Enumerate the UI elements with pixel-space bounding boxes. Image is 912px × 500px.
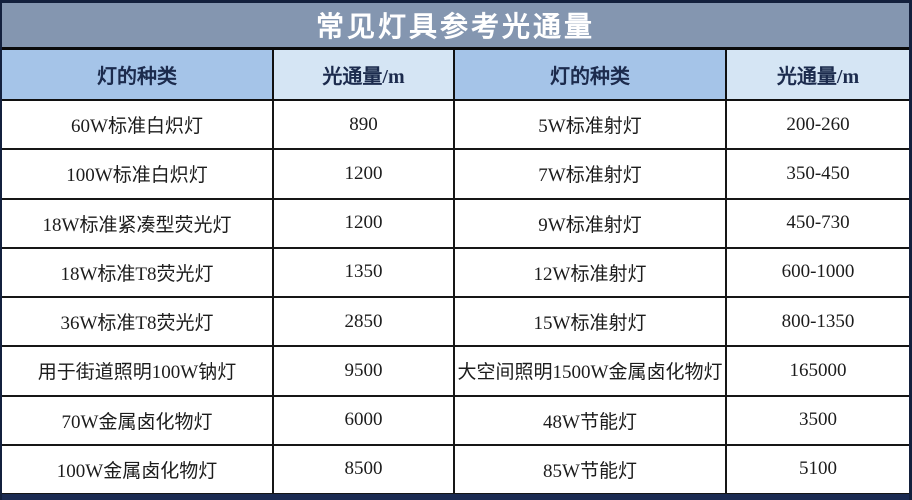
table-row: 100W标准白炽灯 1200 7W标准射灯 350-450 <box>2 150 909 200</box>
flux-value-cell: 6000 <box>274 396 455 444</box>
lamp-type-cell: 36W标准T8荧光灯 <box>2 298 274 346</box>
flux-value-cell: 9500 <box>274 347 455 395</box>
flux-value-cell: 8500 <box>274 445 455 493</box>
flux-value-cell: 600-1000 <box>781 261 855 283</box>
lamp-type-cell: 100W金属卤化物灯 <box>2 445 274 493</box>
lamp-type-cell: 大空间照明1500W金属卤化物灯 <box>455 347 727 395</box>
lamp-type-cell: 用于街道照明100W钠灯 <box>2 347 274 395</box>
header-flux-2: 光通量/m <box>727 50 909 99</box>
flux-value-cell: 165000 <box>789 359 847 381</box>
flux-value-cell: 1200 <box>274 150 455 198</box>
lamp-type-cell: 85W节能灯 <box>455 445 727 493</box>
flux-value-cell: 200-260 <box>786 113 850 135</box>
table-row: 100W金属卤化物灯 8500 85W节能灯 5100 <box>2 445 909 494</box>
flux-value-cell: 350-450 <box>786 162 850 184</box>
table-row: 36W标准T8荧光灯 2850 15W标准射灯 800-1350 <box>2 298 909 348</box>
table-row: 70W金属卤化物灯 6000 48W节能灯 3500 <box>2 396 909 446</box>
lamp-type-cell: 100W标准白炽灯 <box>2 150 274 198</box>
flux-value-cell: 1350 <box>274 248 455 296</box>
flux-value-cell: 450-730 <box>786 212 850 234</box>
flux-value-cell: 3500 <box>799 409 837 431</box>
header-flux-1: 光通量/m <box>274 50 455 99</box>
flux-value-cell: 1200 <box>274 199 455 247</box>
table-title: 常见灯具参考光通量 <box>2 3 909 50</box>
bottom-border-strip <box>2 494 909 500</box>
lamp-type-cell: 7W标准射灯 <box>455 150 727 198</box>
table-body: 60W标准白炽灯 890 5W标准射灯 200-260 100W标准白炽灯 12… <box>2 101 909 494</box>
header-lamp-type-1: 灯的种类 <box>2 50 274 99</box>
flux-value-cell: 5100 <box>799 458 837 480</box>
table-row: 18W标准紧凑型荧光灯 1200 9W标准射灯 450-730 <box>2 199 909 249</box>
lamp-type-cell: 18W标准T8荧光灯 <box>2 248 274 296</box>
table-row: 18W标准T8荧光灯 1350 12W标准射灯 600-1000 <box>2 248 909 298</box>
flux-value-cell: 2850 <box>274 298 455 346</box>
lamp-type-cell: 48W节能灯 <box>455 396 727 444</box>
header-lamp-type-2: 灯的种类 <box>455 50 727 99</box>
table-row: 60W标准白炽灯 890 5W标准射灯 200-260 <box>2 101 909 151</box>
lamp-type-cell: 60W标准白炽灯 <box>2 101 274 149</box>
lamp-type-cell: 5W标准射灯 <box>455 101 727 149</box>
lamp-type-cell: 15W标准射灯 <box>455 298 727 346</box>
table-row: 用于街道照明100W钠灯 9500 大空间照明1500W金属卤化物灯 16500… <box>2 347 909 397</box>
lamp-type-cell: 18W标准紧凑型荧光灯 <box>2 199 274 247</box>
table-header-row: 灯的种类 光通量/m 灯的种类 光通量/m <box>2 50 909 101</box>
lamp-type-cell: 9W标准射灯 <box>455 199 727 247</box>
flux-value-cell: 800-1350 <box>781 310 855 332</box>
lamp-type-cell: 12W标准射灯 <box>455 248 727 296</box>
lamp-type-cell: 70W金属卤化物灯 <box>2 396 274 444</box>
flux-value-cell: 890 <box>274 101 455 149</box>
